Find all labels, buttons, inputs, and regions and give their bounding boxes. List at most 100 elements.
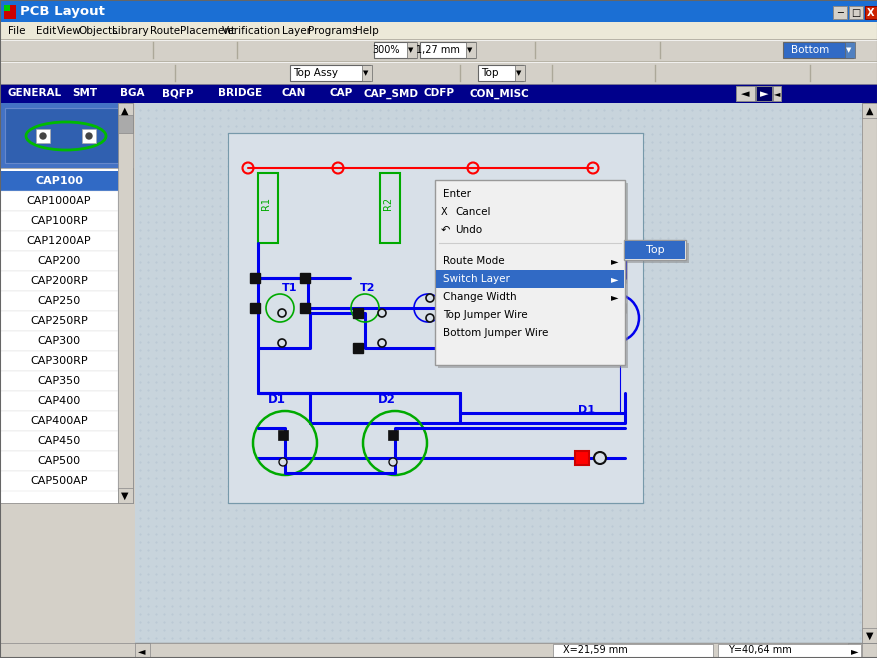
- Text: File: File: [8, 26, 25, 36]
- Text: GENERAL: GENERAL: [8, 88, 62, 99]
- Text: CAP450: CAP450: [38, 436, 81, 446]
- Bar: [0, 168, 132, 503]
- Bar: [278, 430, 288, 440]
- Bar: [300, 273, 310, 283]
- Text: R4: R4: [610, 211, 619, 224]
- Text: CAP400AP: CAP400AP: [30, 416, 88, 426]
- Bar: [407, 42, 417, 58]
- Text: T1: T1: [282, 283, 297, 293]
- Bar: [0, 371, 118, 391]
- Text: T2: T2: [360, 283, 375, 293]
- Bar: [847, 643, 861, 658]
- Circle shape: [40, 133, 46, 139]
- Bar: [250, 303, 260, 313]
- Bar: [450, 308, 460, 318]
- Bar: [832, 6, 846, 19]
- Bar: [0, 291, 118, 311]
- Text: ▼: ▼: [845, 47, 851, 53]
- Bar: [0, 411, 118, 431]
- Bar: [0, 61, 877, 84]
- Bar: [606, 183, 624, 258]
- Bar: [353, 343, 362, 353]
- Text: SMT: SMT: [72, 88, 97, 99]
- Bar: [434, 180, 624, 365]
- Bar: [553, 644, 712, 657]
- Bar: [436, 270, 624, 288]
- Text: C1: C1: [599, 276, 617, 289]
- Text: X: X: [440, 207, 447, 217]
- Bar: [861, 628, 877, 643]
- Text: D1: D1: [267, 393, 286, 406]
- Bar: [419, 42, 474, 58]
- Text: CAP1200AP: CAP1200AP: [26, 236, 91, 246]
- Bar: [4, 5, 10, 11]
- Text: Library: Library: [112, 26, 148, 36]
- Text: Change Width: Change Width: [443, 292, 516, 302]
- Text: CAP500: CAP500: [38, 456, 81, 466]
- Text: □: □: [851, 8, 859, 18]
- Bar: [0, 351, 118, 371]
- Bar: [717, 644, 860, 657]
- Bar: [844, 42, 854, 58]
- Bar: [0, 191, 118, 211]
- Bar: [0, 22, 877, 39]
- Circle shape: [425, 314, 433, 322]
- Text: Top Jumper Wire: Top Jumper Wire: [443, 310, 527, 320]
- Text: ◄: ◄: [740, 89, 748, 99]
- Circle shape: [86, 133, 92, 139]
- Circle shape: [425, 294, 433, 302]
- Text: X: X: [866, 8, 873, 18]
- Bar: [5, 43, 23, 57]
- Bar: [0, 331, 118, 351]
- Bar: [515, 65, 524, 81]
- Bar: [861, 103, 877, 643]
- Text: Route Mode: Route Mode: [443, 256, 504, 266]
- Text: D1: D1: [577, 405, 595, 415]
- Bar: [466, 42, 475, 58]
- Bar: [250, 273, 260, 283]
- Text: R2: R2: [382, 197, 393, 209]
- Text: ◄: ◄: [138, 646, 146, 656]
- Text: Programs: Programs: [308, 26, 357, 36]
- Bar: [135, 643, 150, 658]
- Bar: [848, 6, 862, 19]
- Bar: [135, 643, 861, 658]
- Bar: [82, 129, 96, 143]
- Text: 1,27 mm: 1,27 mm: [416, 45, 460, 55]
- Bar: [131, 43, 149, 57]
- Bar: [607, 315, 617, 325]
- Text: CAP250RP: CAP250RP: [30, 316, 88, 326]
- Bar: [0, 211, 118, 231]
- Bar: [0, 311, 118, 331]
- Text: ▼: ▼: [516, 70, 521, 76]
- Text: Edit: Edit: [36, 26, 56, 36]
- Bar: [47, 43, 65, 57]
- Bar: [361, 65, 372, 81]
- Text: Top: Top: [645, 245, 664, 255]
- Circle shape: [614, 320, 624, 330]
- Text: CAP_SMD: CAP_SMD: [364, 88, 418, 99]
- Text: Top: Top: [481, 68, 498, 78]
- Text: ▼: ▼: [121, 491, 129, 501]
- Text: BQFP: BQFP: [162, 88, 193, 99]
- Text: Top Assy: Top Assy: [293, 68, 339, 78]
- Text: CAP300: CAP300: [38, 336, 81, 346]
- Bar: [289, 65, 369, 81]
- Text: ▲: ▲: [121, 106, 129, 116]
- Bar: [0, 431, 118, 451]
- Text: CON_MISC: CON_MISC: [469, 88, 529, 99]
- Text: ►: ►: [851, 646, 858, 656]
- Bar: [0, 103, 132, 168]
- Text: ▼: ▼: [467, 47, 472, 53]
- Bar: [388, 430, 397, 440]
- Bar: [353, 308, 362, 318]
- Bar: [0, 251, 118, 271]
- Text: View: View: [57, 26, 82, 36]
- Bar: [574, 451, 588, 465]
- Circle shape: [279, 458, 287, 466]
- Bar: [0, 0, 877, 22]
- Text: Bottom Jumper Wire: Bottom Jumper Wire: [443, 328, 548, 338]
- Text: PCB Layout: PCB Layout: [20, 5, 104, 18]
- Text: CAP500AP: CAP500AP: [30, 476, 88, 486]
- Bar: [614, 273, 624, 283]
